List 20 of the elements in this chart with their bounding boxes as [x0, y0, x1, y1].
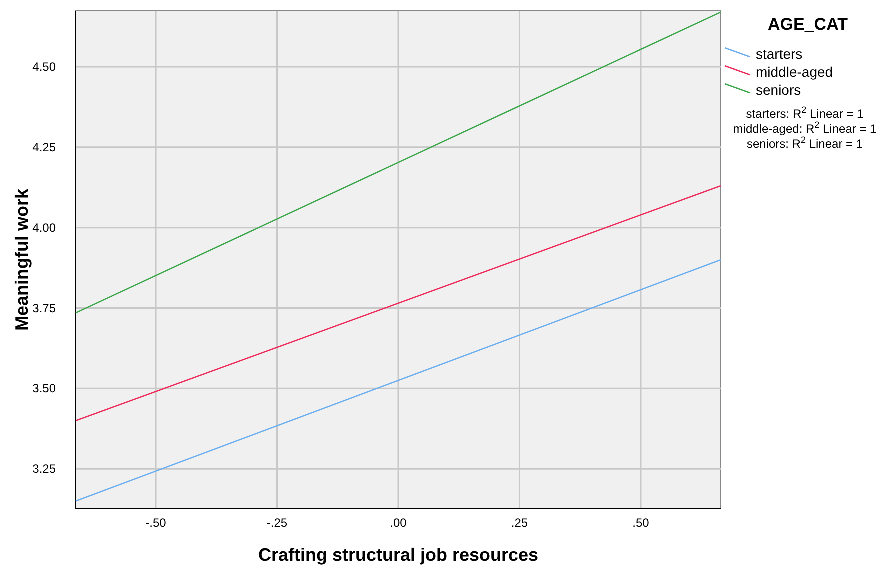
legend-title: AGE_CAT [768, 15, 849, 34]
text: seniors: R$^{2}$ Linear = 1 [746, 135, 864, 151]
legend-label: starters [756, 46, 803, 62]
y-tick-label: 4.00 [32, 220, 56, 235]
x-tick-label: -.25 [266, 516, 288, 530]
x-axis-title: Crafting structural job resources [258, 545, 539, 565]
y-tick-label: 3.75 [32, 301, 56, 316]
y-tick-label: 4.50 [32, 60, 56, 74]
y-tick-label: 3.50 [32, 382, 56, 396]
legend-label: seniors [756, 82, 802, 98]
y-axis-title: Meaningful work [12, 188, 32, 332]
text: middle-aged: R$^{2}$ Linear = 1 [733, 120, 878, 136]
legend-label: middle-aged [756, 64, 834, 80]
text: starters: R$^{2}$ Linear = 1 [746, 105, 864, 121]
y-tick-label: 4.25 [32, 140, 56, 154]
x-tick-label: .50 [632, 516, 650, 530]
x-tick-label: .00 [390, 516, 408, 530]
x-tick-label: .25 [511, 516, 528, 530]
y-tick-label: 3.25 [32, 462, 56, 476]
x-tick-label: -.50 [146, 516, 167, 530]
